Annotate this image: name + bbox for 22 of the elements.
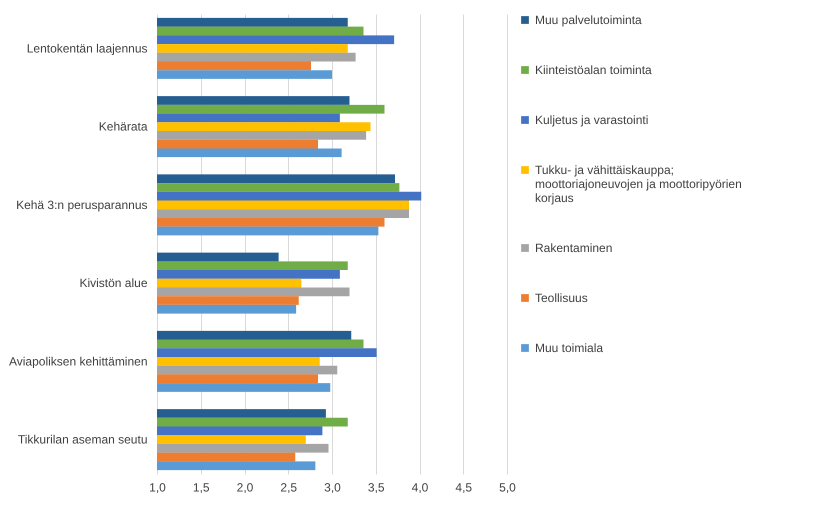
y-tick-label: Kehärata [98,120,148,134]
y-tick-label: Kehä 3:n perusparannus [16,198,148,212]
x-tick-label: 5,0 [499,480,516,494]
y-tick-label: Lentokentän laajennus [26,41,148,56]
legend-label: Tukku- ja vähittäiskauppa; moottoriajoneuvojen ja moottoripyörien korjaus [535,163,742,205]
x-tick-label: 4,5 [455,480,472,494]
x-tick-label: 2,5 [280,480,298,494]
legend-label: Kiinteistöalan toiminta [535,63,652,77]
x-tick-label: 1,5 [192,480,210,494]
legend-label: Kuljetus ja varastointi [535,113,648,127]
legend-label: Muu palvelutoiminta [535,13,642,27]
x-tick-label: 1,0 [149,480,166,494]
x-tick-label: 2,0 [236,480,254,494]
y-tick-label: Tikkurilan aseman seutu [18,432,148,447]
x-tick-label: 4,0 [412,480,429,494]
x-tick-label: 3,5 [368,480,385,494]
legend-label: Muu toimiala [535,341,604,355]
legend-label: Rakentaminen [535,241,612,255]
y-tick-label: Aviapoliksen kehittäminen [8,354,148,368]
legend-label: Teollisuus [535,291,588,305]
y-tick-label: Kivistön alue [79,276,148,290]
x-tick-label: 3,0 [324,480,342,494]
